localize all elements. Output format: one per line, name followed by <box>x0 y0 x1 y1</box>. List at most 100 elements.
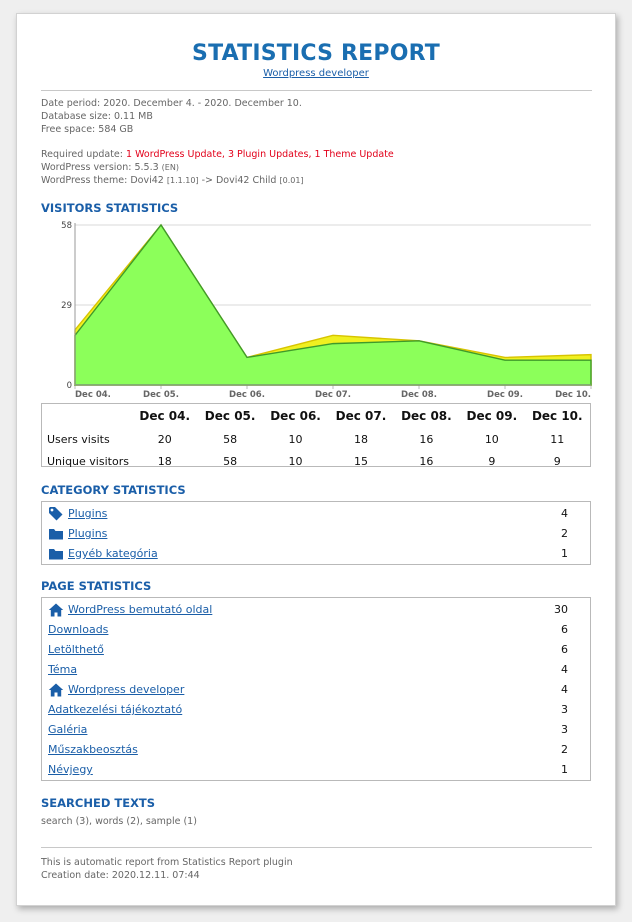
creation-date: Creation date: 2020.12.11. 07:44 <box>41 870 200 881</box>
table-cell: 9 <box>488 454 496 468</box>
x-tick-label: Dec 04. <box>75 390 111 400</box>
table-cell: 10 <box>288 454 303 468</box>
list-item: Műszakbeosztás 2 <box>42 740 590 760</box>
y-tick-label: 0 <box>67 381 72 391</box>
table-cell: 58 <box>223 432 238 446</box>
report-title: STATISTICS REPORT <box>192 41 440 66</box>
table-row: Users visits 20 58 10 18 16 10 11 <box>42 428 590 450</box>
header-day: Dec 09. <box>466 409 518 423</box>
page-link[interactable]: Téma <box>48 663 78 676</box>
page-count: 6 <box>561 643 568 656</box>
table-cell: 11 <box>550 432 565 446</box>
table-cell: 16 <box>419 432 434 446</box>
wp-theme: WordPress theme: Dovi42 [1.1.10] -> Dovi… <box>41 174 394 187</box>
header-day: Dec 05. <box>204 409 256 423</box>
list-item: Névjegy 1 <box>42 760 590 780</box>
table-cell: 18 <box>157 454 172 468</box>
x-tick-label: Dec 06. <box>229 390 265 400</box>
header-day: Dec 10. <box>531 409 583 423</box>
row-label: Users visits <box>47 432 110 446</box>
page-link[interactable]: Műszakbeosztás <box>48 743 138 756</box>
page-link[interactable]: Wordpress developer <box>68 683 185 696</box>
page-count: 6 <box>561 623 568 636</box>
category-count: 2 <box>561 527 568 540</box>
list-item: Letölthető 6 <box>42 640 590 660</box>
wp-theme-child-version: [0.01] <box>279 176 304 185</box>
list-item: Egyéb kategória 1 <box>42 544 590 564</box>
list-item: Plugins 4 <box>42 504 590 524</box>
required-update-value: 1 WordPress Update, 3 Plugin Updates, 1 … <box>126 149 394 160</box>
y-tick-label: 29 <box>61 301 72 311</box>
page-count: 3 <box>561 723 568 736</box>
wp-theme-child: -> Dovi42 Child <box>201 175 277 186</box>
category-count: 1 <box>561 547 568 560</box>
page-link[interactable]: Adatkezelési tájékoztató <box>48 703 183 716</box>
report-footer: This is automatic report from Statistics… <box>41 856 293 882</box>
folder-icon <box>49 549 63 560</box>
footer-note: This is automatic report from Statistics… <box>41 857 293 868</box>
category-count: 4 <box>561 507 568 520</box>
table-cell: 10 <box>288 432 303 446</box>
list-item: Adatkezelési tájékoztató 3 <box>42 700 590 720</box>
wp-version: WordPress version: 5.5.3 (EN) <box>41 161 394 174</box>
free-space: Free space: 584 GB <box>41 124 134 135</box>
table-cell: 18 <box>353 432 368 446</box>
page-count: 4 <box>561 663 568 676</box>
required-update: Required update: 1 WordPress Update, 3 P… <box>41 148 394 161</box>
table-row: Unique visitors 18 58 10 15 16 9 9 <box>42 450 590 472</box>
row-label: Unique visitors <box>47 454 129 468</box>
wp-version-label: WordPress version: 5.5.3 <box>41 162 159 173</box>
x-tick-label: Dec 07. <box>315 390 351 400</box>
table-cell: 20 <box>157 432 172 446</box>
x-tick-label: Dec 05. <box>143 390 179 400</box>
table-cell: 16 <box>419 454 434 468</box>
visitors-section-title: VISITORS STATISTICS <box>41 201 179 215</box>
divider-bottom <box>41 847 592 848</box>
list-item: Plugins 2 <box>42 524 590 544</box>
report-page: STATISTICS REPORT Wordpress developer Da… <box>16 13 616 906</box>
page-count: 4 <box>561 683 568 696</box>
visitors-chart: 0 29 58 Dec 04. Dec 05. Dec 06. Dec 07. Dec 08.… <box>61 221 592 400</box>
list-item: Downloads 6 <box>42 620 590 640</box>
searched-section-title: SEARCHED TEXTS <box>41 796 156 810</box>
visits-table-header: Dec 04. Dec 05. Dec 06. Dec 07. Dec 08. … <box>42 404 590 428</box>
category-link[interactable]: Egyéb kategória <box>68 547 158 560</box>
site-link[interactable]: Wordpress developer <box>263 68 369 79</box>
required-update-label: Required update: <box>41 149 126 160</box>
header-day: Dec 07. <box>335 409 387 423</box>
category-link[interactable]: Plugins <box>68 527 108 540</box>
searched-texts: search (3), words (2), sample (1) <box>41 816 197 827</box>
home-icon <box>48 683 64 697</box>
page-link[interactable]: Letölthető <box>48 643 104 656</box>
page-link[interactable]: Névjegy <box>48 763 93 776</box>
list-item: Téma 4 <box>42 660 590 680</box>
page-list: WordPress bemutató oldal 30 Downloads 6 Letö… <box>41 597 591 781</box>
y-tick-label: 58 <box>61 221 72 231</box>
database-size: Database size: 0.11 MB <box>41 111 153 122</box>
table-cell: 10 <box>484 432 499 446</box>
header-day: Dec 04. <box>139 409 191 423</box>
page-count: 30 <box>554 603 568 616</box>
x-tick-label: Dec 08. <box>401 390 437 400</box>
visits-table-box: Dec 04. Dec 05. Dec 06. Dec 07. Dec 08. … <box>41 403 591 468</box>
list-item: WordPress bemutató oldal 30 <box>42 600 590 620</box>
x-tick-label: Dec 09. <box>487 390 523 400</box>
category-link[interactable]: Plugins <box>68 507 108 520</box>
list-item: Wordpress developer 4 <box>42 680 590 700</box>
wp-theme-label: WordPress theme: Dovi42 <box>41 175 164 186</box>
table-cell: 15 <box>353 454 368 468</box>
page-link[interactable]: Galéria <box>48 723 88 736</box>
folder-icon <box>49 529 63 540</box>
tag-icon <box>49 507 63 521</box>
date-period: Date period: 2020. December 4. - 2020. D… <box>41 98 302 109</box>
page-link[interactable]: WordPress bemutató oldal <box>68 603 213 616</box>
table-cell: 58 <box>223 454 238 468</box>
divider-top <box>41 90 592 91</box>
page-link[interactable]: Downloads <box>48 623 109 636</box>
page-count: 3 <box>561 703 568 716</box>
table-cell: 9 <box>553 454 561 468</box>
list-item: Galéria 3 <box>42 720 590 740</box>
page-count: 1 <box>561 763 568 776</box>
series-area <box>74 223 592 386</box>
wp-theme-version: [1.1.10] <box>166 176 199 185</box>
